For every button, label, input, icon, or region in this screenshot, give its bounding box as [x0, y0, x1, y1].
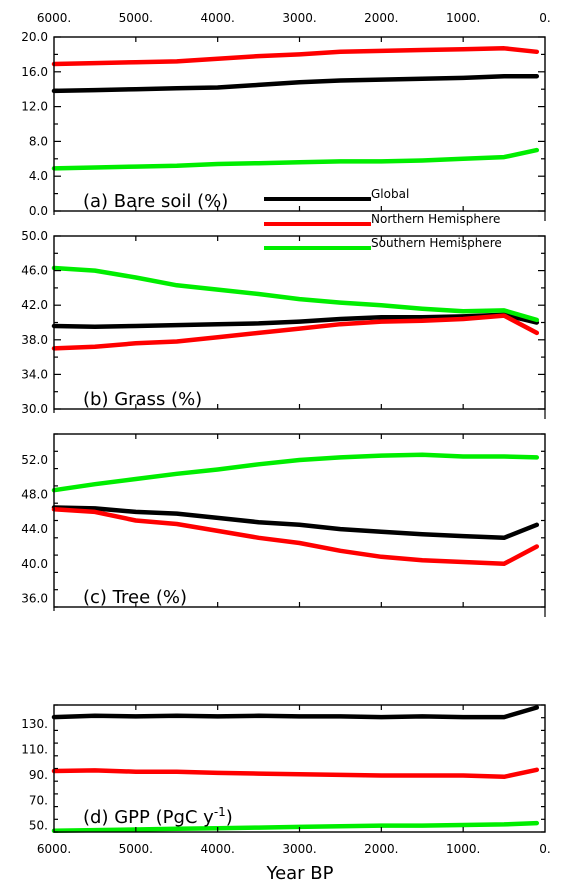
panel-label-end: )	[226, 807, 233, 828]
series-line-global	[51, 73, 540, 94]
series-line-northern	[51, 767, 540, 780]
panel-label: (d) GPP (PgC y-1)	[83, 805, 233, 828]
series-line-southern	[51, 147, 540, 171]
top-x-tick-label: 2000.	[364, 11, 398, 25]
top-x-tick-label: 3000.	[282, 11, 316, 25]
series-line-global	[51, 312, 540, 330]
series-line-global	[51, 505, 540, 541]
bottom-x-tick-label: 4000.	[200, 842, 234, 856]
legend-item-global: Global	[264, 187, 409, 201]
panels: 0.0 4.0 8.0 12.0 16.0 20.0 (a) Bare soil (%) 30…	[21, 30, 546, 833]
legend-label: Southern Hemisphere	[371, 236, 502, 250]
y-tick-label: 12.0	[21, 100, 48, 114]
top-axis: 6000. 5000. 4000. 3000. 2000. 1000. 0.	[37, 11, 551, 25]
legend-item-northern: Northern Hemisphere	[264, 212, 500, 226]
top-x-tick-label: 1000.	[446, 11, 480, 25]
y-tick-label: 46.0	[21, 264, 48, 278]
bottom-x-tick-label: 5000.	[119, 842, 153, 856]
y-tick-label: 52.0	[21, 453, 48, 467]
series-line-northern	[51, 507, 540, 567]
y-tick-label: 90.	[29, 768, 48, 782]
panel-4: 50. 70. 90. 110. 130. (d) GPP (PgC y-1)	[21, 704, 546, 833]
y-tick-label: 8.0	[29, 134, 48, 148]
top-x-tick-label: 4000.	[200, 11, 234, 25]
y-tick-label: 0.0	[29, 204, 48, 218]
y-tick-label: 50.	[29, 819, 48, 833]
panel-1: 0.0 4.0 8.0 12.0 16.0 20.0 (a) Bare soil (%)	[21, 30, 546, 221]
y-tick-label: 130.	[21, 717, 48, 731]
series-line-northern	[51, 313, 540, 351]
bottom-x-tick-label: 1000.	[446, 842, 480, 856]
bottom-axis: 6000. 5000. 4000. 3000. 2000. 1000. 0.	[37, 842, 551, 856]
x-axis-title: Year BP	[265, 863, 333, 884]
legend-item-southern: Southern Hemisphere	[264, 236, 502, 250]
legend-label: Northern Hemisphere	[371, 212, 500, 226]
y-tick-label: 16.0	[21, 65, 48, 79]
y-tick-label: 34.0	[21, 367, 48, 381]
top-x-tick-label: 6000.	[37, 11, 71, 25]
series-line-global	[51, 705, 540, 720]
series-line-northern	[51, 46, 540, 67]
y-tick-label: 40.0	[21, 557, 48, 571]
y-tick-label: 42.0	[21, 298, 48, 312]
panel-label: (a) Bare soil (%)	[83, 191, 228, 212]
panel-label-superscript: -1	[214, 805, 226, 819]
bottom-x-tick-label: 6000.	[37, 842, 71, 856]
y-tick-label: 30.0	[21, 402, 48, 416]
panel-3: 36.0 40.0 44.0 48.0 52.0 (c) Tree (%)	[21, 433, 546, 617]
panel-label: (b) Grass (%)	[83, 389, 202, 410]
y-tick-label: 38.0	[21, 333, 48, 347]
panel-label-main: (d) GPP (PgC y	[83, 807, 214, 828]
panel-2: 30.0 34.0 38.0 42.0 46.0 50.0 (b) Grass (%)	[21, 229, 546, 419]
y-tick-label: 4.0	[29, 169, 48, 183]
bottom-x-tick-label: 2000.	[364, 842, 398, 856]
bottom-x-tick-label: 0.	[539, 842, 550, 856]
y-tick-label: 44.0	[21, 522, 48, 536]
legend: Global Northern Hemisphere Southern Hemisp…	[264, 187, 502, 250]
bottom-x-tick-label: 3000.	[282, 842, 316, 856]
series-line-southern	[51, 452, 540, 493]
y-tick-label: 50.0	[21, 229, 48, 243]
series-line-southern	[51, 265, 540, 323]
top-x-tick-label: 5000.	[119, 11, 153, 25]
panel-label: (c) Tree (%)	[83, 587, 187, 608]
y-tick-label: 36.0	[21, 591, 48, 605]
y-tick-label: 20.0	[21, 30, 48, 44]
top-x-tick-label: 0.	[539, 11, 550, 25]
y-tick-label: 70.	[29, 793, 48, 807]
y-tick-label: 48.0	[21, 488, 48, 502]
y-tick-label: 110.	[21, 742, 48, 756]
legend-label: Global	[371, 187, 409, 201]
